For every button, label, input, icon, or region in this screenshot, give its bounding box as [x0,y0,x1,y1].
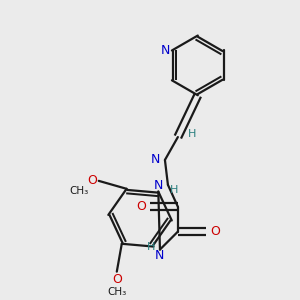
Text: CH₃: CH₃ [69,186,88,196]
Text: O: O [210,225,220,238]
Text: H: H [170,185,178,195]
Text: CH₃: CH₃ [107,286,126,297]
Text: O: O [136,200,146,213]
Text: N: N [153,179,163,192]
Text: H: H [147,242,155,252]
Text: O: O [87,174,97,188]
Text: N: N [150,154,160,166]
Text: N: N [154,249,164,262]
Text: O: O [112,273,122,286]
Text: H: H [188,129,196,139]
Text: N: N [160,44,170,57]
